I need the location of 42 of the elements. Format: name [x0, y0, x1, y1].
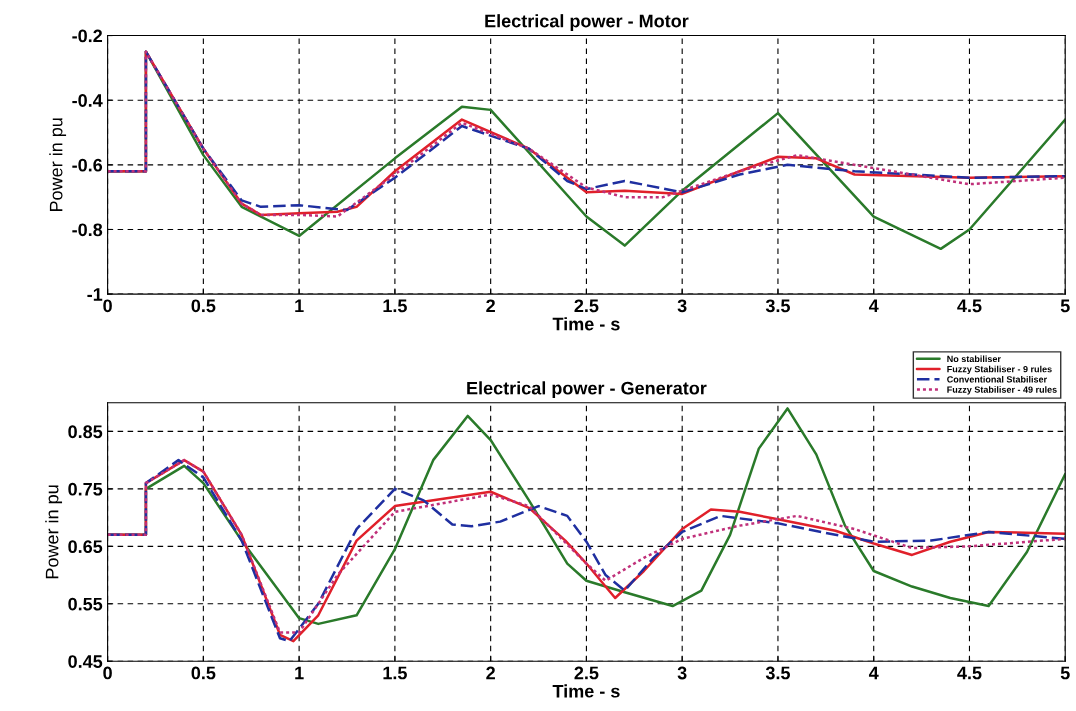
legend-label: Fuzzy Stabiliser - 49 rules — [947, 386, 1057, 395]
x-tick-label: 1 — [295, 666, 304, 680]
y-tick-label: -1 — [87, 288, 103, 301]
x-tick-label: 2 — [486, 666, 495, 680]
x-tick-label: 5 — [1060, 299, 1070, 313]
legend-label: No stabiliser — [947, 355, 1001, 363]
chart-title: Electrical power - Generator — [467, 381, 707, 399]
x-tick-label: 2 — [486, 299, 495, 313]
x-tick-label: 3.5 — [765, 299, 790, 313]
x-axis-title: Time - s — [552, 684, 620, 698]
x-tick-label: 5 — [1060, 666, 1070, 680]
x-tick-label: 3 — [677, 666, 687, 680]
y-axis-title: Power in pu — [45, 485, 63, 579]
x-tick-label: 4 — [868, 666, 879, 680]
x-tick-label: 3.5 — [765, 666, 790, 680]
x-tick-label: 4.5 — [957, 299, 982, 313]
y-tick-label: 0.55 — [68, 597, 103, 611]
legend-label: Conventional Stabiliser — [947, 375, 1047, 383]
x-tick-label: 1 — [295, 299, 304, 313]
y-tick-label: 0.85 — [68, 425, 103, 439]
y-tick-label: 0.75 — [68, 482, 103, 496]
y-axis-title: Power in pu — [49, 118, 67, 212]
x-tick-label: 0 — [103, 299, 112, 313]
y-tick-label: -0.2 — [72, 29, 103, 43]
x-tick-label: 1.5 — [383, 666, 407, 680]
y-tick-label: 0.45 — [68, 655, 103, 668]
x-axis-title: Time - s — [552, 317, 620, 331]
x-tick-label: 0 — [103, 666, 112, 680]
y-tick-label: -0.8 — [72, 223, 103, 237]
legend-label: Fuzzy Stabiliser - 9 rules — [947, 365, 1052, 375]
chart-title: Electrical power - Motor — [485, 14, 689, 31]
x-tick-label: 0.5 — [191, 299, 216, 313]
x-tick-label: 1.5 — [383, 299, 407, 313]
y-tick-label: 0.65 — [68, 540, 103, 554]
x-tick-label: 2.5 — [574, 666, 599, 680]
x-tick-label: 3 — [677, 299, 687, 313]
y-tick-label: -0.4 — [72, 94, 103, 107]
x-tick-label: 4 — [868, 299, 879, 313]
x-tick-label: 2.5 — [574, 299, 599, 313]
y-tick-label: -0.6 — [72, 158, 103, 172]
x-tick-label: 4.5 — [957, 666, 982, 680]
x-tick-label: 0.5 — [191, 666, 216, 680]
